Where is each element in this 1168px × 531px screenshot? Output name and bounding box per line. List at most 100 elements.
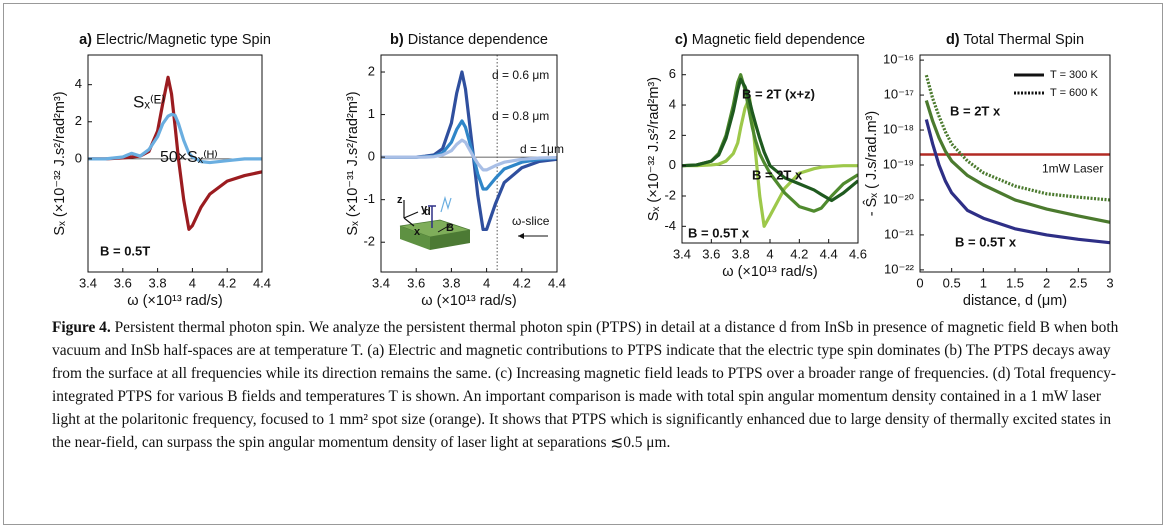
y-tick-label: 10⁻¹⁶ (883, 52, 914, 67)
caption-text: Persistent thermal photon spin. We analy… (52, 319, 1119, 451)
legend-label: T = 300 K (1050, 69, 1098, 81)
x-tick-label: 3.8 (732, 246, 750, 261)
annotation: B = 2T x (752, 167, 803, 182)
x-tick-label: 4.2 (513, 275, 531, 290)
plot-frame (87, 54, 263, 273)
series-line (88, 112, 262, 165)
caption-label: Figure 4. (52, 319, 111, 336)
y-tick-label: 10⁻²¹ (884, 226, 915, 241)
y-tick-label: -1 (363, 191, 375, 206)
annotation: Sₓ⁽ᴱ⁾ (133, 92, 165, 111)
annotation: d = 0.8 μm (492, 109, 549, 123)
x-tick-label: 0 (916, 275, 923, 290)
panel-title: d) Total Thermal Spin (946, 32, 1084, 48)
series-line (682, 77, 858, 203)
x-axis-label: distance, d (μm) (963, 293, 1067, 309)
series-line (924, 100, 1110, 224)
x-axis-label: ω (×10¹³ rad/s) (722, 264, 818, 280)
inset-label: z (397, 194, 403, 206)
annotation: B = 0.5T x (688, 225, 750, 240)
y-tick-label: 6 (669, 66, 676, 81)
x-tick-label: 4 (189, 275, 196, 290)
y-tick-label: -2 (664, 187, 676, 202)
annotation: d = 1μm (520, 142, 564, 156)
x-tick-label: 3.6 (702, 246, 720, 261)
x-axis-label: ω (×10¹³ rad/s) (127, 293, 223, 309)
y-axis-label: Sₓ (×10⁻³¹ J.s²/rad²m³) (345, 91, 361, 235)
x-tick-label: 3.4 (372, 275, 390, 290)
y-tick-label: 0 (669, 157, 676, 172)
inset-label: d (424, 206, 431, 218)
figure-frame (3, 3, 1163, 525)
y-tick-label: 10⁻²⁰ (883, 191, 914, 206)
y-tick-label: 10⁻¹⁹ (883, 156, 914, 171)
y-tick-label: 2 (669, 127, 676, 142)
panel-title: a) Electric/Magnetic type Spin (79, 32, 271, 48)
y-tick-label: 0 (75, 150, 82, 165)
inset-label: x (414, 226, 421, 238)
y-tick-label: -4 (664, 218, 676, 233)
annotation: B = 2T x (950, 103, 1001, 118)
series-group (682, 73, 858, 228)
panel-letter: c) (675, 32, 688, 48)
x-tick-label: 3.8 (149, 275, 167, 290)
series-group (88, 75, 262, 231)
series-line (88, 75, 262, 231)
x-tick-label: 3.8 (442, 275, 460, 290)
series-line (381, 138, 557, 172)
annotation: 50×Sₓ⁽ᴴ⁾ (160, 149, 218, 166)
x-tick-label: 2.5 (1069, 275, 1087, 290)
y-tick-label: 0 (368, 149, 375, 164)
panel-title: c) Magnetic field dependence (675, 32, 865, 48)
x-tick-label: 1 (980, 275, 987, 290)
x-tick-label: 4.2 (790, 246, 808, 261)
plot-frame (380, 54, 558, 273)
figure: a) Electric/Magnetic type Spin 3.4 3.6 3.8 4… (52, 32, 1114, 309)
annotation: d = 0.6 μm (492, 68, 549, 82)
y-tick-label: 2 (75, 113, 82, 128)
x-tick-label: 4 (483, 275, 490, 290)
annotation: B = 0.5T (100, 243, 150, 258)
x-tick-label: 4.6 (849, 246, 867, 261)
y-tick-label: 10⁻¹⁷ (884, 87, 915, 102)
y-tick-label: 1 (368, 106, 375, 121)
y-tick-label: 10⁻¹⁸ (883, 121, 914, 136)
inset-label: B (446, 222, 454, 234)
panel-title-text: Electric/Magnetic type Spin (96, 32, 271, 48)
x-tick-label: 2 (1043, 275, 1050, 290)
panel-title-text: Total Thermal Spin (963, 32, 1084, 48)
panel-title: b) Distance dependence (390, 32, 548, 48)
x-tick-label: 3.6 (407, 275, 425, 290)
reference-label: 1mW Laser (1042, 162, 1103, 176)
legend-label: T = 600 K (1050, 87, 1098, 99)
inset-label: y (421, 203, 428, 215)
y-axis-label: Sₓ (×10⁻³² J.s²/rad²m³) (52, 91, 68, 235)
x-tick-label: 3.4 (673, 246, 691, 261)
panel-letter: a) (79, 32, 92, 48)
panel-title-text: Magnetic field dependence (692, 32, 865, 48)
series-group (381, 70, 557, 232)
y-axis-label: - Ŝₓ ( J.s/rad.m³) (863, 111, 880, 216)
x-tick-label: 3 (1106, 275, 1113, 290)
y-tick-label: 4 (669, 96, 676, 111)
x-tick-label: 4.4 (548, 275, 566, 290)
caption: Figure 4. Persistent thermal photon spin… (52, 316, 1130, 454)
panel-letter: b) (390, 32, 404, 48)
x-axis-label: ω (×10¹³ rad/s) (421, 293, 517, 309)
y-tick-label: 4 (75, 76, 82, 91)
x-tick-label: 4.4 (253, 275, 271, 290)
y-axis-label: Sₓ (×10⁻³² J.s²/rad²m³) (646, 77, 662, 221)
y-tick-label: 2 (368, 63, 375, 78)
x-tick-label: 3.4 (79, 275, 97, 290)
panel-title-text: Distance dependence (408, 32, 548, 48)
series-line (924, 119, 1110, 245)
x-tick-label: 1.5 (1006, 275, 1024, 290)
y-tick-label: 10⁻²² (884, 261, 915, 276)
y-tick-label: -2 (363, 234, 375, 249)
x-tick-label: 4.2 (218, 275, 236, 290)
series-line (924, 74, 1110, 202)
annotation: B = 2T (x+z) (742, 86, 815, 101)
x-tick-label: 4 (766, 246, 773, 261)
x-tick-label: 3.6 (114, 275, 132, 290)
